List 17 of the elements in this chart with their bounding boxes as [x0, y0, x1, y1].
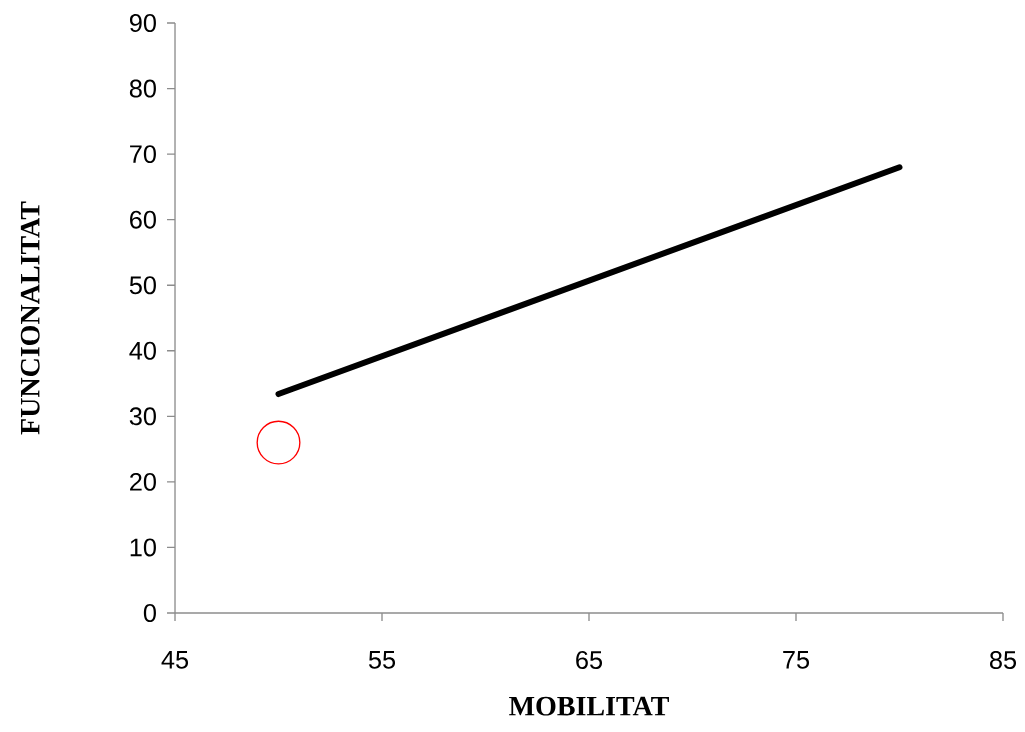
y-tick-label: 50 — [129, 276, 156, 295]
y-tick-label: 0 — [143, 604, 156, 622]
y-axis-title: FUNCIONALITAT — [20, 201, 40, 435]
x-tick-label: 65 — [576, 651, 603, 669]
y-tick-label: 60 — [130, 210, 156, 229]
y-tick-label: 10 — [130, 538, 156, 557]
y-tick-label: 40 — [129, 341, 156, 360]
x-axis-title: MOBILITAT — [509, 696, 669, 716]
x-tick-label: 55 — [368, 651, 396, 669]
y-tick-label: 30 — [129, 407, 156, 426]
y-tick-label: 20 — [130, 472, 156, 491]
y-tick-label: 90 — [129, 14, 156, 32]
x-tick-label: 85 — [990, 651, 1017, 669]
y-tick-label: 70 — [130, 145, 156, 164]
x-tick-label: 75 — [783, 651, 810, 669]
y-tick-label: 80 — [129, 79, 156, 98]
x-tick-label: 45 — [161, 651, 189, 669]
